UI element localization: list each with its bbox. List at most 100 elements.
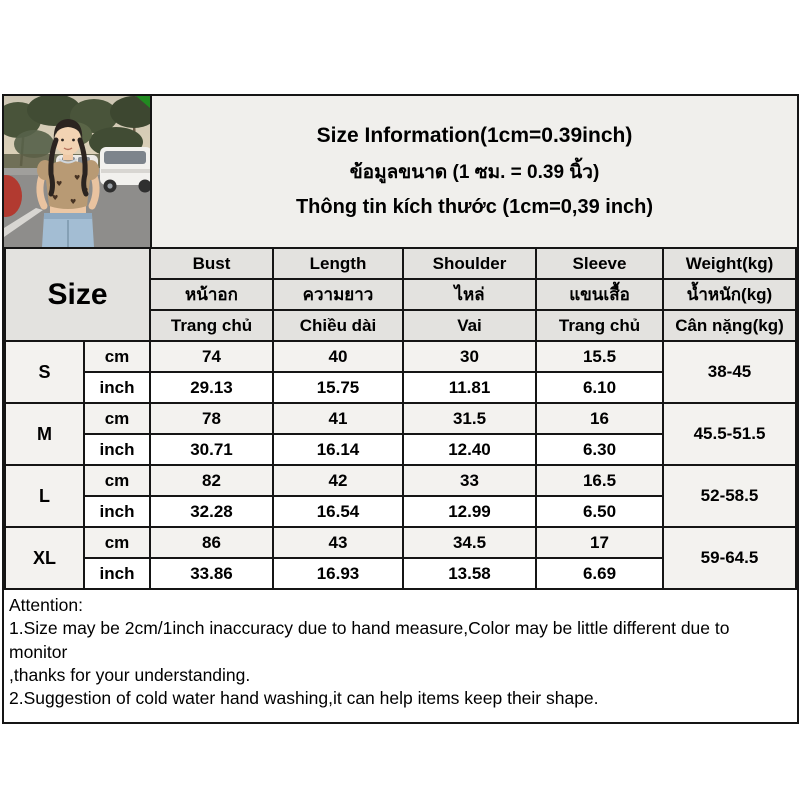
weight-cell-xl: 59-64.5 <box>662 526 797 590</box>
row-m-inch: inch 30.71 16.14 12.40 6.30 <box>5 433 796 466</box>
braid-right <box>77 137 89 197</box>
unit-cell-cm: cm <box>83 402 151 435</box>
value-s-sleeve-cm: 15.5 <box>535 340 664 373</box>
value-l-bust-inch: 32.28 <box>149 495 274 528</box>
unit-cell-inch: inch <box>83 433 151 466</box>
value-m-bust-cm: 78 <box>149 402 274 435</box>
header-th-length: ความยาว <box>272 278 404 311</box>
unit-cell-cm: cm <box>83 464 151 497</box>
value-l-shoulder-inch: 12.99 <box>402 495 537 528</box>
unit-cell-cm: cm <box>83 340 151 373</box>
header-th-weight: น้ำหนัก(kg) <box>662 278 797 311</box>
value-l-bust-cm: 82 <box>149 464 274 497</box>
value-s-length-inch: 15.75 <box>272 371 404 404</box>
value-xl-sleeve-inch: 6.69 <box>535 557 664 590</box>
header-vi-sleeve: Trang chủ <box>535 309 664 342</box>
header-vi-bust: Trang chủ <box>149 309 274 342</box>
corner-marker-icon <box>136 96 150 108</box>
header-vi-length: Chiều dài <box>272 309 404 342</box>
svg-text:♥: ♥ <box>56 180 62 188</box>
row-xl-cm: XL cm 86 43 34.5 17 59-64.5 <box>4 526 797 590</box>
attention-line-1: 1.Size may be 2cm/1inch inaccuracy due t… <box>9 618 730 662</box>
header-th-bust: หน้าอก <box>149 278 274 311</box>
unit-cell-inch: inch <box>83 557 151 590</box>
header-row-vi: Trang chủ Chiều dài Vai Trang chủ Cân nặ… <box>5 309 797 342</box>
size-label-s: S <box>4 340 85 404</box>
value-s-shoulder-cm: 30 <box>402 340 537 373</box>
svg-text:♥: ♥ <box>74 174 80 182</box>
value-xl-length-cm: 43 <box>272 526 404 559</box>
top-band: ♥ ♥ ♥ ♥ ♥ Si <box>4 96 797 247</box>
value-s-bust-cm: 74 <box>149 340 274 373</box>
value-l-sleeve-inch: 6.50 <box>535 495 664 528</box>
header-en-weight: Weight(kg) <box>662 247 797 280</box>
size-table: Size Bust Length Shoulder Sleeve Weight(… <box>4 247 797 590</box>
title-line-th: ข้อมูลขนาด (1 ซม. = 0.39 นิ้ว) <box>349 162 600 183</box>
white-suv <box>100 147 150 193</box>
product-photo: ♥ ♥ ♥ ♥ ♥ <box>4 96 152 247</box>
row-l-inch: inch 32.28 16.54 12.99 6.50 <box>5 495 796 528</box>
weight-cell-m: 45.5-51.5 <box>662 402 797 466</box>
value-xl-sleeve-cm: 17 <box>535 526 664 559</box>
braid-left <box>48 137 59 197</box>
size-info-title: Size Information(1cm=0.39inch) ข้อมูลขนา… <box>152 96 797 247</box>
value-l-shoulder-cm: 33 <box>402 464 537 497</box>
header-en-shoulder: Shoulder <box>402 247 537 280</box>
header-en-bust: Bust <box>149 247 274 280</box>
attention-line-3: 2.Suggestion of cold water hand washing,… <box>9 688 599 709</box>
necklace <box>58 158 78 164</box>
unit-cell-inch: inch <box>83 371 151 404</box>
title-line-vi: Thông tin kích thước (1cm=0,39 inch) <box>295 196 654 218</box>
header-row-th: หน้าอก ความยาว ไหล่ แขนเสื้อ น้ำหนัก(kg) <box>5 278 797 311</box>
unit-cell-inch: inch <box>83 495 151 528</box>
row-s-inch: inch 29.13 15.75 11.81 6.10 <box>5 371 796 404</box>
value-m-length-cm: 41 <box>272 402 404 435</box>
header-en-length: Length <box>272 247 404 280</box>
header-en-sleeve: Sleeve <box>535 247 664 280</box>
header-th-sleeve: แขนเสื้อ <box>535 278 664 311</box>
value-xl-bust-cm: 86 <box>149 526 274 559</box>
row-l-cm: L cm 82 42 33 16.5 52-58.5 <box>4 464 797 528</box>
red-car <box>4 175 22 217</box>
value-m-sleeve-inch: 6.30 <box>535 433 664 466</box>
unit-cell-cm: cm <box>83 526 151 559</box>
svg-text:♥: ♥ <box>70 198 76 206</box>
size-chart-panel: ♥ ♥ ♥ ♥ ♥ Si <box>2 94 799 725</box>
value-m-shoulder-inch: 12.40 <box>402 433 537 466</box>
size-column-header: Size <box>4 247 151 342</box>
size-label-l: L <box>4 464 85 528</box>
row-xl-inch: inch 33.86 16.93 13.58 6.69 <box>5 557 796 590</box>
weight-cell-s: 38-45 <box>662 340 797 404</box>
header-row-en: Size Bust Length Shoulder Sleeve Weight(… <box>4 247 797 342</box>
value-s-bust-inch: 29.13 <box>149 371 274 404</box>
size-label-xl: XL <box>4 526 85 590</box>
row-m-cm: M cm 78 41 31.5 16 45.5-51.5 <box>4 402 797 466</box>
attention-section: Attention: 1.Size may be 2cm/1inch inacc… <box>4 590 797 723</box>
value-xl-shoulder-cm: 34.5 <box>402 526 537 559</box>
title-line-en: Size Information(1cm=0.39inch) <box>316 124 633 147</box>
value-xl-length-inch: 16.93 <box>272 557 404 590</box>
attention-line-2: ,thanks for your understanding. <box>9 664 251 685</box>
value-m-sleeve-cm: 16 <box>535 402 664 435</box>
photo-illustration: ♥ ♥ ♥ ♥ ♥ <box>4 96 150 247</box>
value-xl-bust-inch: 33.86 <box>149 557 274 590</box>
value-m-length-inch: 16.14 <box>272 433 404 466</box>
value-s-length-cm: 40 <box>272 340 404 373</box>
value-l-length-cm: 42 <box>272 464 404 497</box>
header-vi-weight: Cân nặng(kg) <box>662 309 797 342</box>
row-s-cm: S cm 74 40 30 15.5 38-45 <box>4 340 797 404</box>
value-m-bust-inch: 30.71 <box>149 433 274 466</box>
value-m-shoulder-cm: 31.5 <box>402 402 537 435</box>
header-vi-shoulder: Vai <box>402 309 537 342</box>
size-label-m: M <box>4 402 85 466</box>
header-th-shoulder: ไหล่ <box>402 278 537 311</box>
weight-cell-l: 52-58.5 <box>662 464 797 528</box>
value-l-length-inch: 16.54 <box>272 495 404 528</box>
value-s-shoulder-inch: 11.81 <box>402 371 537 404</box>
value-l-sleeve-cm: 16.5 <box>535 464 664 497</box>
model-figure: ♥ ♥ ♥ ♥ ♥ <box>36 119 100 247</box>
svg-text:♥: ♥ <box>52 194 58 202</box>
attention-heading: Attention: <box>9 595 83 615</box>
value-s-sleeve-inch: 6.10 <box>535 371 664 404</box>
value-xl-shoulder-inch: 13.58 <box>402 557 537 590</box>
